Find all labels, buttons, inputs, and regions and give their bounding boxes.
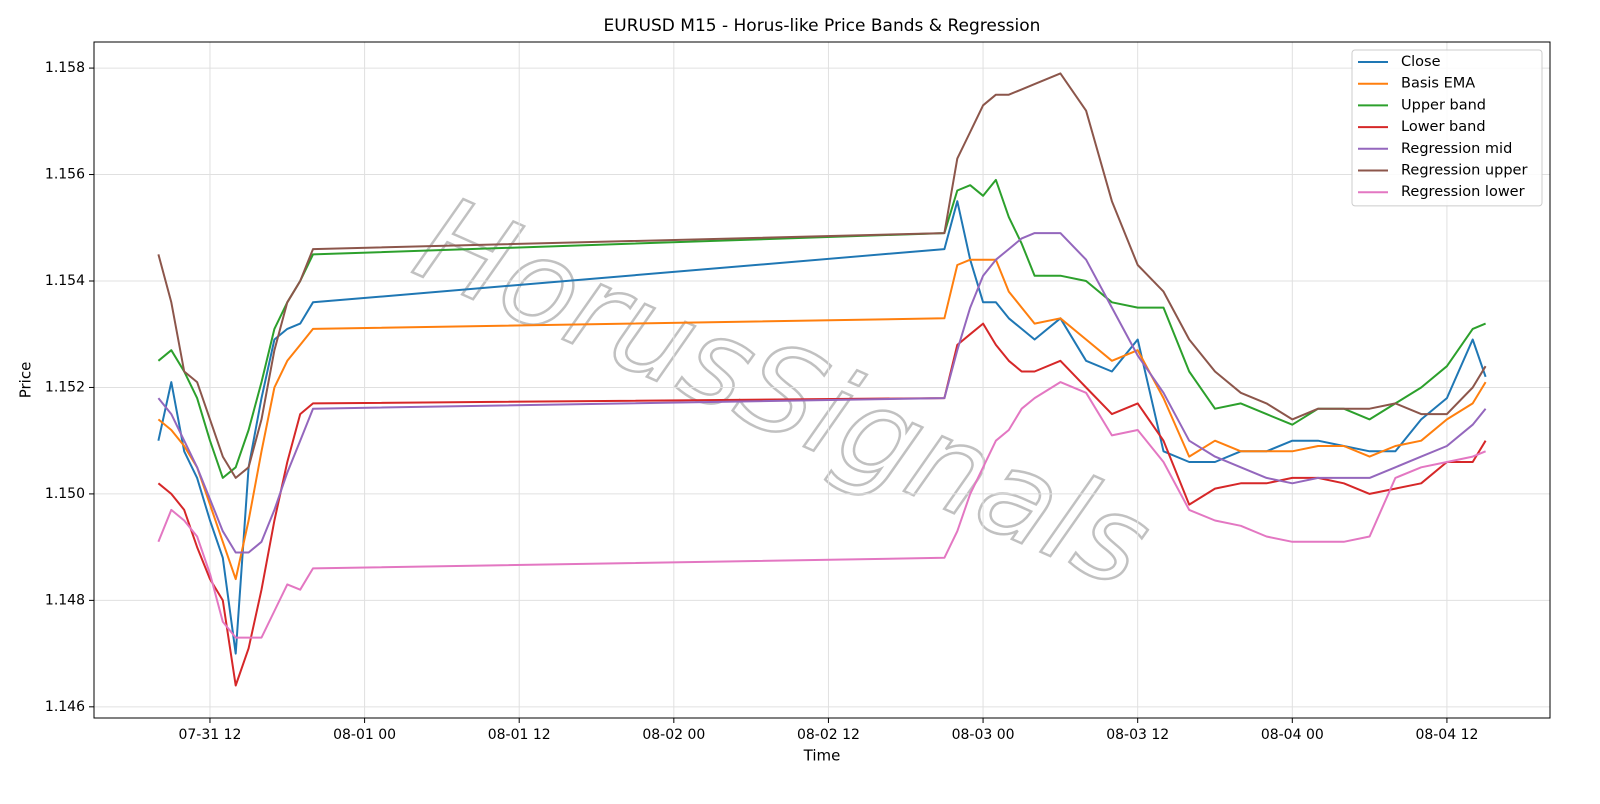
y-tick-label: 1.152 xyxy=(45,379,85,395)
plot-frame xyxy=(93,41,1551,719)
series-line xyxy=(157,200,1487,655)
series-line xyxy=(157,72,1487,479)
x-tick-label: 08-03 12 xyxy=(1106,727,1169,743)
legend-label: Lower band xyxy=(1401,119,1486,135)
series-line xyxy=(157,258,1487,581)
legend-label: Basis EMA xyxy=(1401,76,1475,92)
legend-box xyxy=(1351,49,1543,207)
y-tick-label: 1.146 xyxy=(45,699,85,715)
x-axis-label: Time xyxy=(803,747,841,765)
legend-label: Regression mid xyxy=(1401,141,1512,157)
y-tick-label: 1.148 xyxy=(45,592,85,608)
legend-label: Upper band xyxy=(1401,97,1486,113)
y-tick-label: 1.158 xyxy=(45,60,85,76)
x-tick-label: 08-02 00 xyxy=(642,727,705,743)
series-line xyxy=(157,381,1486,639)
y-tick-label: 1.150 xyxy=(45,486,85,502)
x-tick-label: 08-01 00 xyxy=(333,727,396,743)
legend-label: Regression upper xyxy=(1401,163,1527,179)
series-line xyxy=(157,322,1487,687)
y-tick-label: 1.154 xyxy=(45,273,85,289)
y-tick-label: 1.156 xyxy=(45,167,85,183)
legend-label: Regression lower xyxy=(1401,184,1525,200)
x-tick-label: 08-01 12 xyxy=(488,727,551,743)
x-tick-label: 08-03 00 xyxy=(952,727,1015,743)
x-tick-label: 08-04 12 xyxy=(1415,727,1478,743)
x-tick-label: 08-02 12 xyxy=(797,727,860,743)
chart-title: EURUSD M15 - Horus-like Price Bands & Re… xyxy=(604,16,1041,36)
y-axis-label: Price xyxy=(17,362,35,399)
x-tick-label: 08-04 00 xyxy=(1261,727,1324,743)
x-tick-label: 07-31 12 xyxy=(178,727,241,743)
series-line xyxy=(157,232,1487,554)
legend-label: Close xyxy=(1401,54,1441,70)
legend: Close Basis EMA Upper band Lower band Regres… xyxy=(1351,49,1543,207)
